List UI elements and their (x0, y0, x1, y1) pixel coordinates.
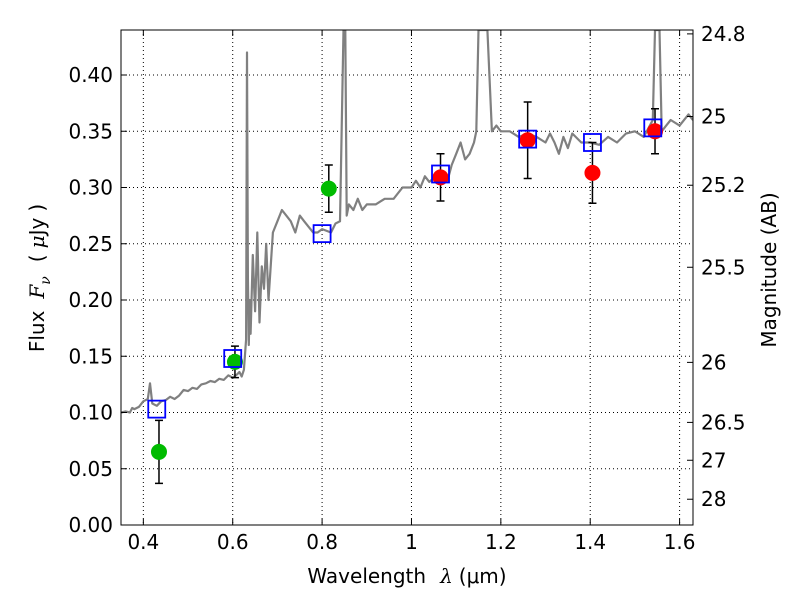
data-point (150, 443, 167, 460)
y2-tick-label: 28 (701, 487, 726, 511)
y2-tick-label: 25.5 (701, 255, 746, 279)
data-point (519, 132, 536, 149)
axis-ticks: 0.4 0.6 0.8 1 1.2 1.4 1.6 0.00 0.05 0.10 0.15 0.20 0… (68, 22, 745, 554)
model-photometry-square (583, 133, 602, 152)
x-tick-label: 0.6 (217, 530, 249, 554)
x-tick-label: 1.2 (485, 530, 517, 554)
model-photometry-square (431, 164, 450, 184)
x-tick-label: 0.8 (306, 530, 338, 554)
y2-tick-label: 25.2 (701, 173, 746, 197)
y2-tick-label: 26.5 (701, 410, 746, 434)
y-tick-label: 0.40 (68, 63, 113, 87)
y-tick-label: 0.05 (68, 457, 113, 481)
y-tick-label: 0.25 (68, 232, 113, 256)
plot-frame (120, 29, 694, 526)
x-tick-label: 1.6 (664, 530, 696, 554)
y2-tick-label: 26 (701, 350, 726, 374)
model-photometry-square (643, 118, 663, 138)
y2-tick-label: 27 (701, 448, 726, 472)
y-tick-label: 0.00 (68, 513, 113, 537)
data-point (432, 169, 449, 186)
model-photometry-square (147, 399, 167, 419)
data-point (320, 180, 337, 197)
x-tick-label: 1.4 (574, 530, 606, 554)
data-point (647, 123, 664, 140)
y-axis-label: FluxFν(μJy) (25, 204, 54, 352)
x-tick-label: 0.4 (127, 530, 159, 554)
model-photometry-square (223, 349, 243, 368)
y-tick-label: 0.10 (68, 401, 113, 425)
plot-area (121, 30, 693, 485)
x-axis-label: Wavelength λ (μm) (307, 564, 506, 588)
y-tick-label: 0.20 (68, 288, 113, 312)
y-tick-label: 0.15 (68, 344, 113, 368)
model-photometry-square (518, 129, 538, 149)
y2-tick-label: 25 (701, 105, 726, 129)
y-tick-label: 0.30 (68, 176, 113, 200)
x-tick-label: 1 (405, 530, 418, 554)
model-spectrum-line (121, 30, 693, 414)
model-photometry-square (312, 224, 332, 244)
data-point (226, 353, 243, 370)
y2-tick-label: 24.8 (701, 22, 746, 46)
y2-axis-label: Magnitude (AB) (757, 192, 781, 347)
data-point (584, 164, 601, 181)
y-tick-label: 0.35 (68, 119, 113, 143)
